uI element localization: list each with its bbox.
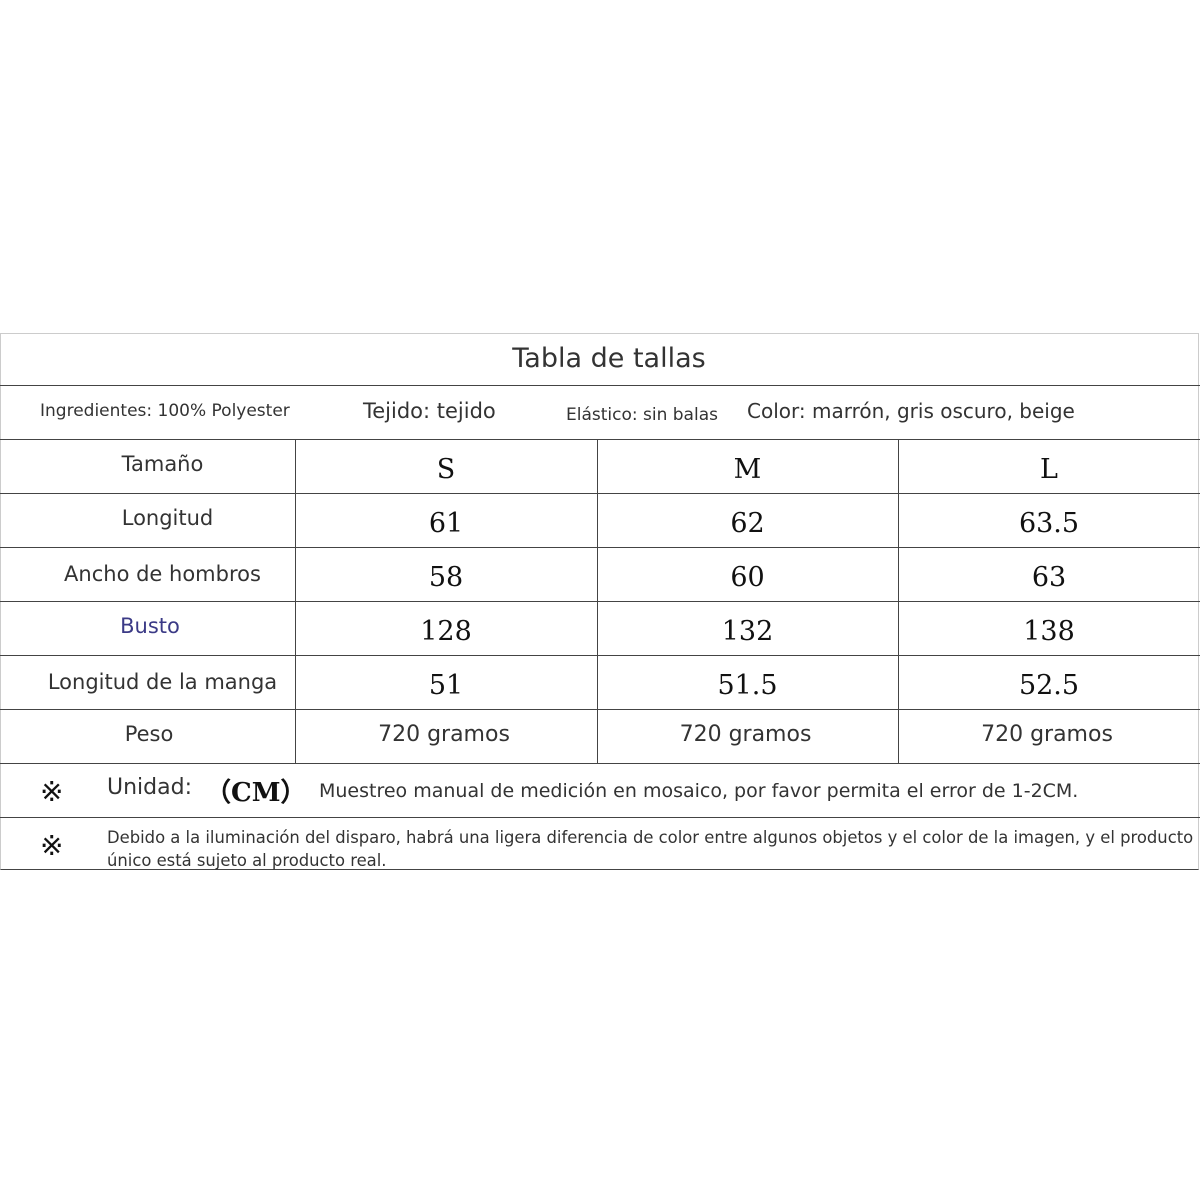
table-cell: 60 <box>730 561 765 593</box>
table-cell: 63 <box>1031 561 1067 593</box>
size-m: M <box>733 453 762 485</box>
reference-mark-icon: ※ <box>40 774 64 808</box>
table-cell: 51.5 <box>717 669 778 701</box>
divider <box>0 763 1200 764</box>
table-cell: 61 <box>428 507 464 539</box>
ingredients-info: Ingredientes: 100% Polyester <box>40 401 290 421</box>
divider <box>0 439 1200 440</box>
row-label-bust: Busto <box>120 614 180 638</box>
table-cell: 63.5 <box>1018 507 1080 539</box>
divider <box>0 817 1200 818</box>
table-cell: 132 <box>721 615 774 647</box>
measurement-note: Muestreo manual de medición en mosaico, … <box>319 780 1079 802</box>
divider <box>0 601 1200 602</box>
divider <box>0 547 1200 548</box>
table-cell: 58 <box>428 561 464 593</box>
page-title: Tabla de tallas <box>512 342 706 374</box>
table-cell: 138 <box>1023 615 1075 647</box>
table-cell: 62 <box>730 507 765 539</box>
color-note: Debido a la iluminación del disparo, hab… <box>107 828 1194 870</box>
reference-mark-icon: ※ <box>40 828 64 862</box>
table-cell: 720 gramos <box>679 721 812 747</box>
unit-label: Unidad: <box>107 774 192 800</box>
row-label-sleeve-length: Longitud de la manga <box>47 670 278 694</box>
table-cell: 720 gramos <box>378 721 510 747</box>
table-cell: 52.5 <box>1018 669 1080 701</box>
color-info: Color: marrón, gris oscuro, beige <box>747 399 1075 423</box>
size-l: L <box>1040 453 1058 485</box>
divider <box>0 655 1200 656</box>
size-header-label: Tamaño <box>121 452 204 476</box>
table-cell: 128 <box>420 615 472 647</box>
divider <box>0 493 1200 494</box>
row-label-weight: Peso <box>124 722 174 746</box>
elastic-info: Elástico: sin balas <box>566 405 718 425</box>
column-divider <box>898 439 899 763</box>
divider <box>0 385 1200 386</box>
row-label-shoulder-width: Ancho de hombros <box>64 562 261 586</box>
unit-value: （CM） <box>205 777 307 808</box>
column-divider <box>597 439 598 763</box>
row-label-length: Longitud <box>121 506 214 530</box>
fabric-info: Tejido: tejido <box>363 399 496 423</box>
divider <box>0 709 1200 710</box>
size-s: S <box>436 453 456 485</box>
table-cell: 720 gramos <box>981 721 1113 747</box>
table-cell: 51 <box>428 669 464 701</box>
column-divider <box>295 439 296 763</box>
